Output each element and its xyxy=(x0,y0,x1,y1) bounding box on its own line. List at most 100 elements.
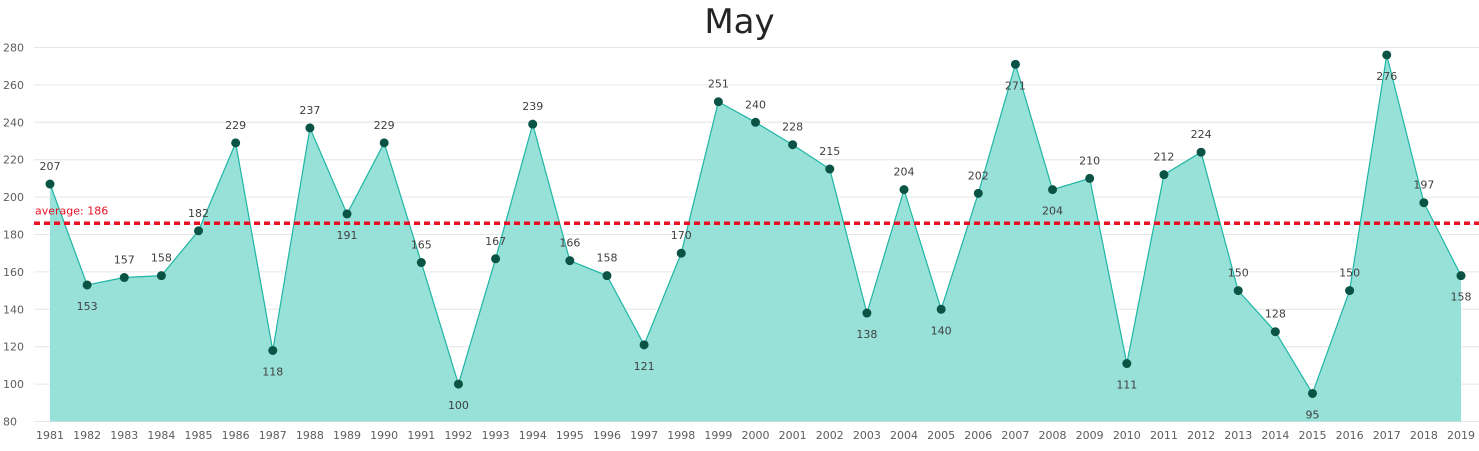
data-label: 150 xyxy=(1228,267,1249,280)
data-point xyxy=(82,280,92,290)
y-tick-label: 220 xyxy=(3,154,24,167)
x-tick-label: 2013 xyxy=(1224,429,1252,442)
x-tick-label: 1992 xyxy=(444,429,472,442)
data-label: 138 xyxy=(856,328,877,341)
y-tick-label: 200 xyxy=(3,191,24,204)
data-label: 204 xyxy=(1042,205,1063,218)
x-tick-label: 2016 xyxy=(1336,429,1364,442)
x-tick-label: 2017 xyxy=(1373,429,1401,442)
data-label: 95 xyxy=(1305,408,1319,421)
x-tick-label: 2015 xyxy=(1298,429,1326,442)
data-point xyxy=(1345,286,1355,296)
x-tick-label: 2003 xyxy=(853,429,881,442)
data-point xyxy=(1085,173,1095,183)
x-tick-label: 2001 xyxy=(779,429,807,442)
data-point xyxy=(565,256,575,266)
data-label: 210 xyxy=(1079,154,1100,167)
data-point xyxy=(1233,286,1243,296)
data-point xyxy=(676,248,686,258)
data-point xyxy=(1270,327,1280,337)
y-tick-label: 260 xyxy=(3,79,24,92)
data-point xyxy=(305,123,315,133)
data-label: 157 xyxy=(114,254,135,267)
y-axis: 80 100 120 140 160 180 200 220 240 260 280 xyxy=(3,42,24,429)
data-point xyxy=(1456,271,1466,281)
data-point xyxy=(268,345,278,355)
data-label: 166 xyxy=(559,237,580,250)
data-label: 224 xyxy=(1191,128,1212,141)
x-tick-label: 1998 xyxy=(667,429,695,442)
data-point xyxy=(751,117,760,127)
data-point xyxy=(788,140,798,150)
data-label: 229 xyxy=(225,119,246,132)
data-point xyxy=(194,226,204,236)
x-tick-label: 1991 xyxy=(407,429,435,442)
x-axis: 1981 1982 1983 1984 1985 1986 1987 1988 1989 1990… xyxy=(36,429,1475,442)
data-label: 237 xyxy=(299,104,320,117)
x-tick-label: 1993 xyxy=(482,429,510,442)
data-labels: 207 153 157 158 182 229 118 237 191 229 165 100 167 2… xyxy=(40,70,1472,421)
x-tick-label: 1989 xyxy=(333,429,361,442)
y-tick-label: 240 xyxy=(3,116,24,129)
x-tick-label: 2000 xyxy=(742,429,770,442)
y-tick-label: 120 xyxy=(3,341,24,354)
data-point xyxy=(119,273,129,283)
y-tick-label: 140 xyxy=(3,303,24,316)
data-point xyxy=(825,164,835,174)
data-label: 212 xyxy=(1153,151,1174,164)
x-tick-label: 2019 xyxy=(1447,429,1475,442)
x-tick-label: 1987 xyxy=(259,429,287,442)
data-label: 150 xyxy=(1339,267,1360,280)
x-tick-label: 1995 xyxy=(556,429,584,442)
data-point xyxy=(45,179,55,189)
data-label: 158 xyxy=(151,252,172,265)
data-point xyxy=(1307,388,1317,398)
x-tick-label: 1986 xyxy=(222,429,250,442)
data-label: 100 xyxy=(448,399,469,412)
data-point xyxy=(1122,359,1132,369)
data-label: 239 xyxy=(522,100,543,113)
x-tick-label: 1994 xyxy=(519,429,547,442)
data-label: 165 xyxy=(411,239,432,252)
data-point xyxy=(1010,59,1020,69)
data-point xyxy=(231,138,241,148)
data-label: 251 xyxy=(708,78,729,91)
data-label: 153 xyxy=(77,300,98,313)
data-label: 128 xyxy=(1265,308,1286,321)
x-tick-label: 2007 xyxy=(1001,429,1029,442)
data-point xyxy=(973,188,983,198)
data-point xyxy=(639,340,649,350)
y-tick-label: 80 xyxy=(3,416,17,429)
x-tick-label: 2010 xyxy=(1113,429,1141,442)
x-tick-label: 2012 xyxy=(1187,429,1215,442)
x-tick-label: 2018 xyxy=(1410,429,1438,442)
area-fill xyxy=(50,54,1461,422)
data-point xyxy=(528,119,538,129)
x-tick-label: 1982 xyxy=(73,429,101,442)
x-tick-label: 1984 xyxy=(147,429,175,442)
data-label: 158 xyxy=(596,252,617,265)
x-tick-label: 1990 xyxy=(370,429,398,442)
x-tick-label: 2004 xyxy=(890,429,918,442)
data-point xyxy=(899,185,909,195)
x-tick-label: 2014 xyxy=(1261,429,1289,442)
x-tick-label: 1999 xyxy=(704,429,732,442)
data-label: 182 xyxy=(188,207,209,220)
series-points xyxy=(45,50,1466,398)
y-tick-label: 180 xyxy=(3,229,24,242)
x-tick-label: 1996 xyxy=(593,429,621,442)
data-point xyxy=(1159,170,1169,180)
average-line-group: average: 186 xyxy=(34,204,1479,226)
data-label: 271 xyxy=(1005,79,1026,92)
x-tick-label: 1985 xyxy=(185,429,213,442)
x-tick-label: 2011 xyxy=(1150,429,1178,442)
data-label: 240 xyxy=(745,98,766,111)
x-tick-label: 2008 xyxy=(1039,429,1067,442)
data-label: 207 xyxy=(40,160,61,173)
data-label: 121 xyxy=(634,360,655,373)
x-tick-label: 2005 xyxy=(927,429,955,442)
x-tick-label: 1988 xyxy=(296,429,324,442)
data-point xyxy=(342,209,352,219)
data-point xyxy=(1419,198,1429,208)
average-label: average: 186 xyxy=(35,204,108,217)
